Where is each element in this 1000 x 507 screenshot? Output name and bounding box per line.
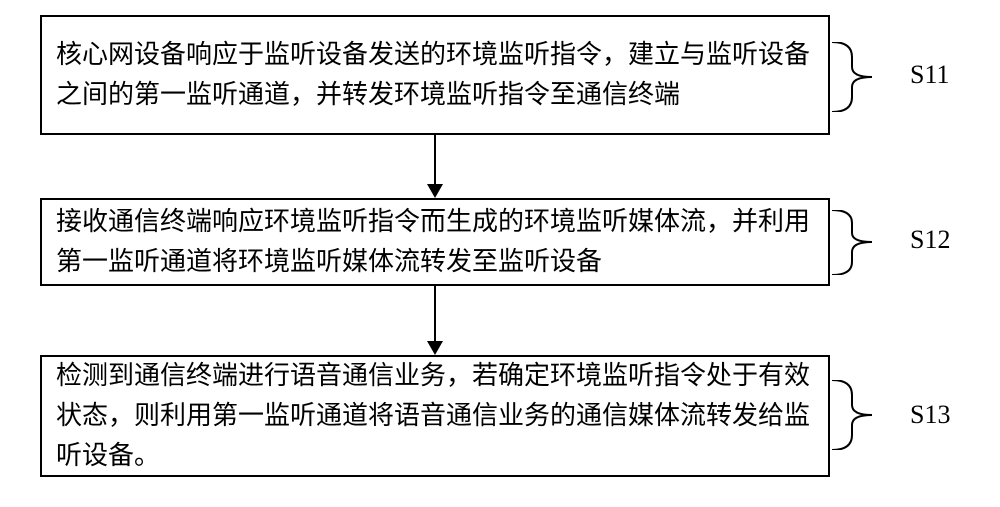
step-label-3: S13 (910, 400, 950, 430)
brace-1 (832, 42, 902, 112)
flow-step-2-text: 接收通信终端响应环境监听指令而生成的环境监听媒体流，并利用第一监听通道将环境监听… (56, 202, 814, 283)
step-label-1: S11 (910, 60, 950, 90)
flowchart-canvas: 核心网设备响应于监听设备发送的环境监听指令，建立与监听设备之间的第一监听通道，并… (0, 0, 1000, 507)
arrow-2-3-head (427, 341, 443, 355)
arrow-1-2-head (427, 184, 443, 198)
flow-step-1-text: 核心网设备响应于监听设备发送的环境监听指令，建立与监听设备之间的第一监听通道，并… (56, 35, 814, 116)
flow-step-1: 核心网设备响应于监听设备发送的环境监听指令，建立与监听设备之间的第一监听通道，并… (40, 15, 830, 135)
brace-2 (832, 210, 902, 275)
step-label-2: S12 (910, 225, 950, 255)
flow-step-2: 接收通信终端响应环境监听指令而生成的环境监听媒体流，并利用第一监听通道将环境监听… (40, 198, 830, 286)
flow-step-3-text: 检测到通信终端进行语音通信业务，若确定环境监听指令处于有效状态，则利用第一监听通… (56, 356, 814, 477)
brace-3 (832, 380, 902, 450)
flow-step-3: 检测到通信终端进行语音通信业务，若确定环境监听指令处于有效状态，则利用第一监听通… (40, 355, 830, 477)
arrow-1-2-shaft (434, 135, 436, 184)
arrow-2-3-shaft (434, 286, 436, 341)
